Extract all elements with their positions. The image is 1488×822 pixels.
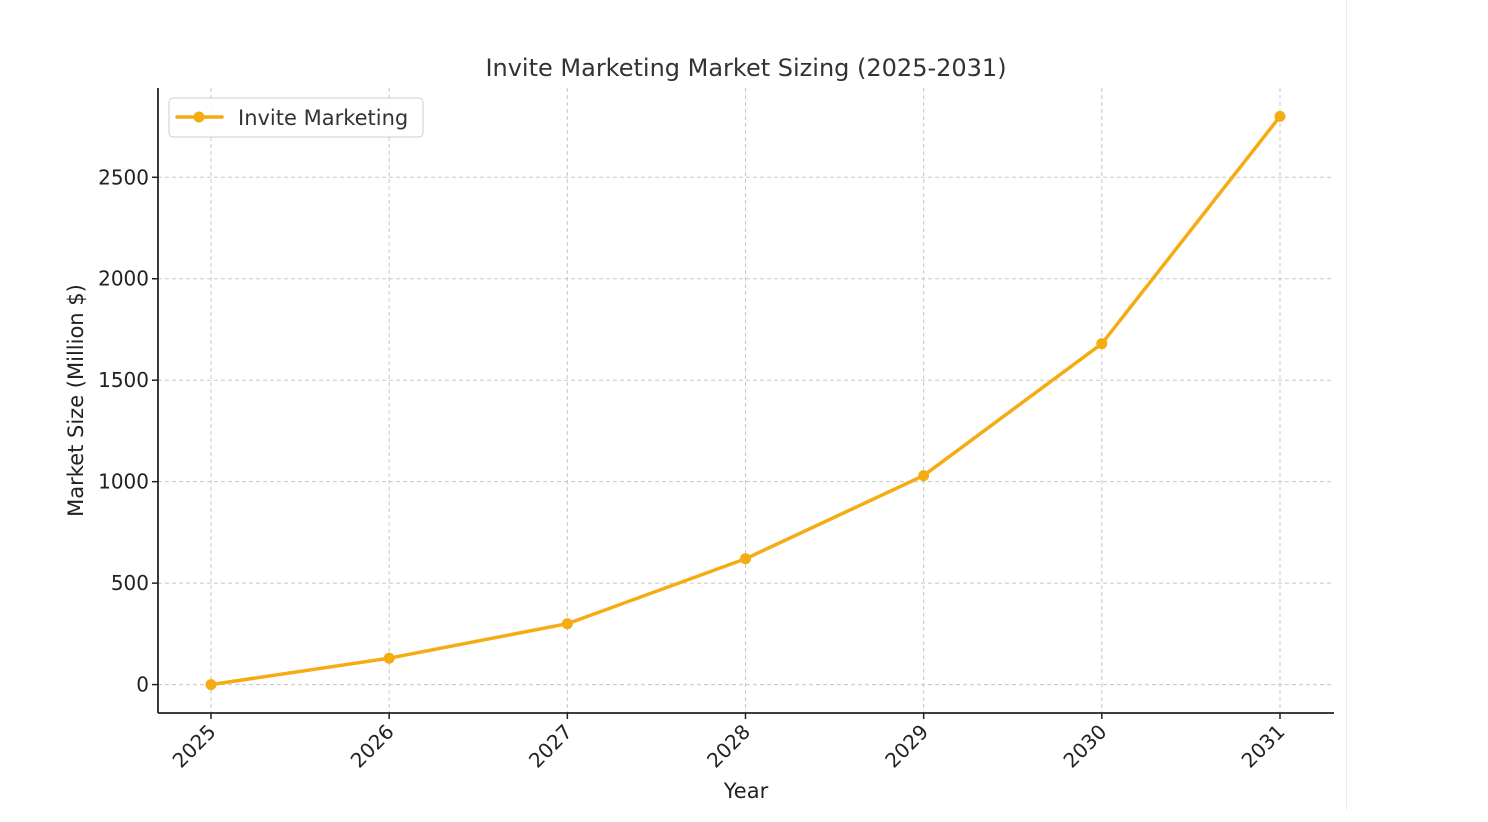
x-tick-label: 2029 bbox=[880, 720, 933, 773]
y-ticks: 0 500 1000 1500 2000 2500 bbox=[98, 165, 158, 697]
x-tick-label: 2027 bbox=[524, 720, 577, 773]
x-tick-label: 2026 bbox=[346, 720, 399, 773]
side-divider bbox=[1346, 0, 1347, 810]
y-tick-label: 1000 bbox=[98, 470, 149, 494]
data-point bbox=[918, 470, 930, 482]
y-tick-label: 1500 bbox=[98, 368, 149, 392]
data-point bbox=[561, 618, 573, 630]
y-axis-label: Market Size (Million $) bbox=[64, 284, 88, 517]
data-point bbox=[205, 679, 217, 691]
y-tick-label: 500 bbox=[111, 571, 149, 595]
y-tick-label: 0 bbox=[136, 673, 149, 697]
legend-marker-swatch bbox=[193, 111, 205, 123]
legend: Invite Marketing bbox=[168, 97, 424, 138]
data-point bbox=[1274, 110, 1286, 122]
x-tick-label: 2028 bbox=[702, 720, 755, 773]
x-tick-label: 2030 bbox=[1058, 720, 1111, 773]
series-layer bbox=[205, 110, 1286, 691]
chart-title: Invite Marketing Market Sizing (2025-203… bbox=[485, 54, 1006, 82]
data-point bbox=[1096, 338, 1108, 350]
legend-label: Invite Marketing bbox=[238, 106, 408, 130]
legend-box bbox=[168, 97, 424, 138]
x-tick-label: 2025 bbox=[168, 720, 221, 773]
y-tick-label: 2500 bbox=[98, 165, 149, 189]
y-tick-label: 2000 bbox=[98, 267, 149, 291]
x-tick-label: 2031 bbox=[1237, 720, 1290, 773]
grid-layer bbox=[158, 88, 1334, 713]
x-axis-label: Year bbox=[723, 779, 769, 803]
data-point bbox=[740, 553, 751, 565]
x-ticks: 2025 2026 2027 2028 2029 2030 2031 bbox=[168, 713, 1290, 773]
data-point bbox=[383, 652, 395, 664]
